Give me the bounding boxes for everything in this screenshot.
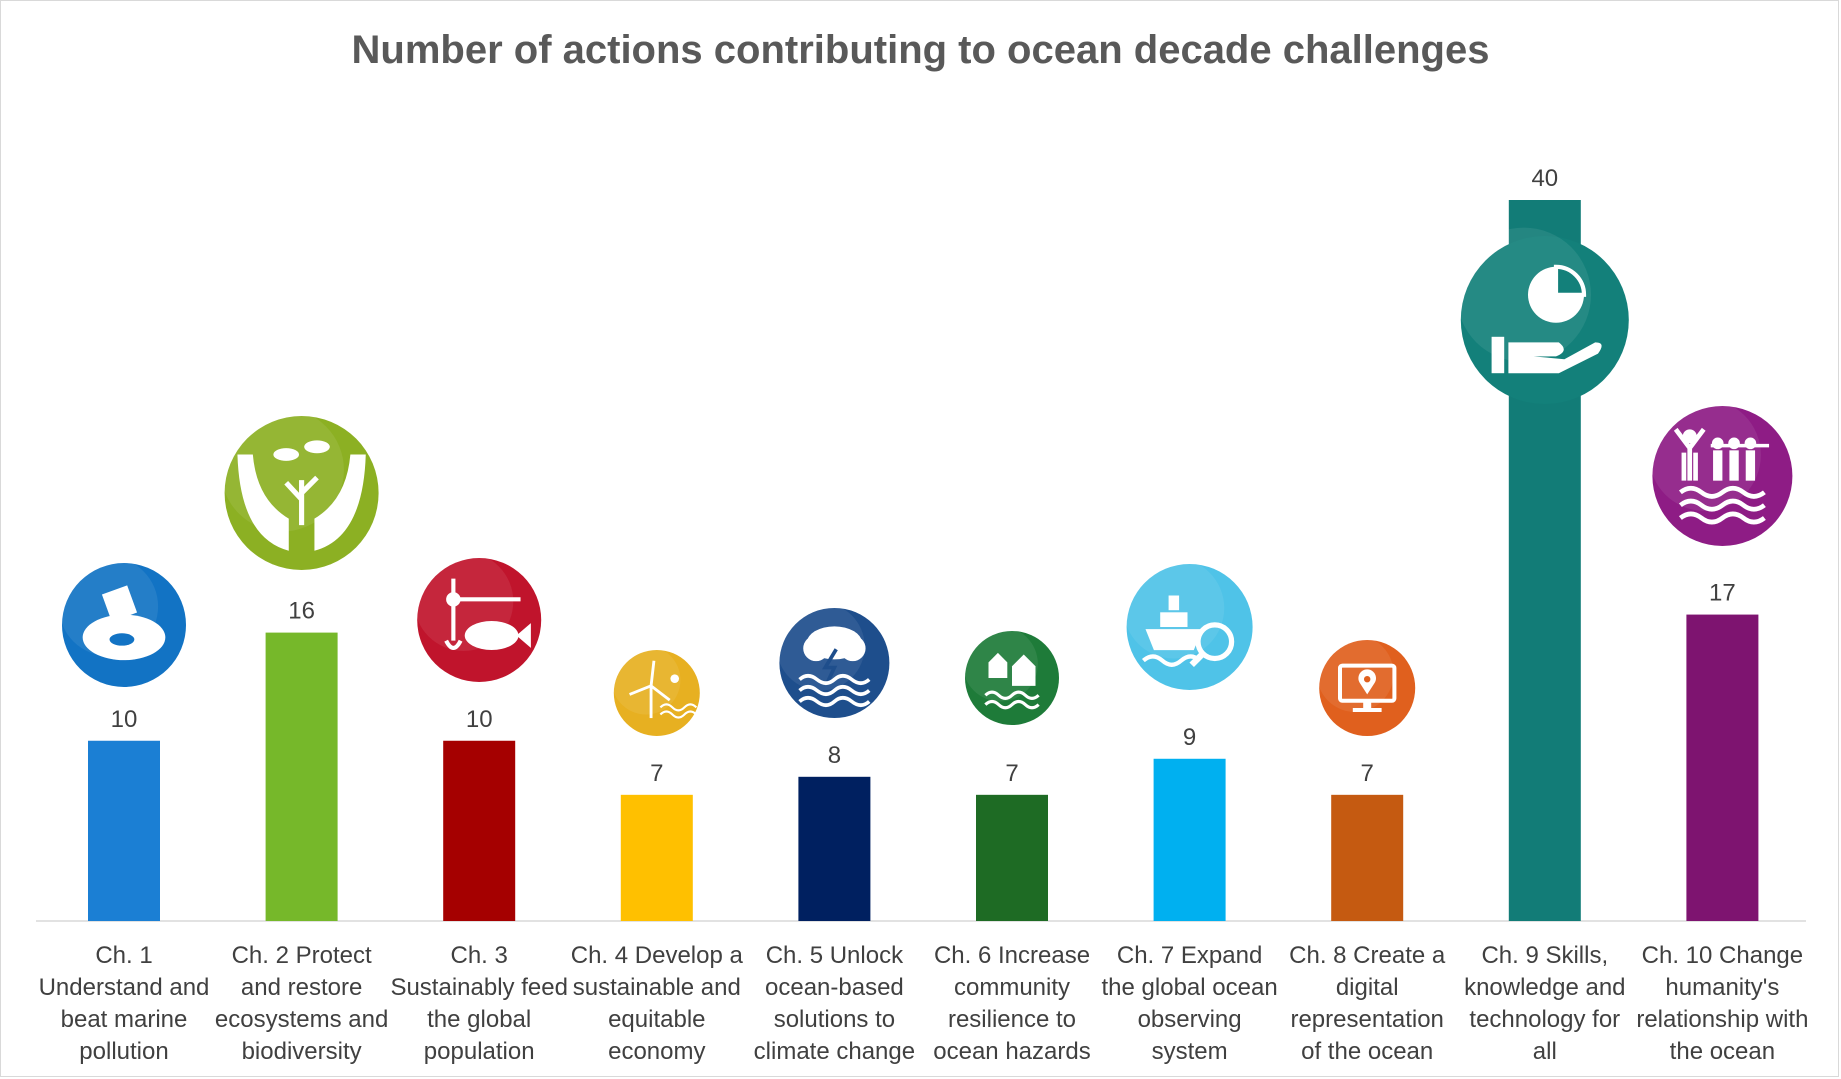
category-label-10: Ch. 10 Change humanity's relationship wi… xyxy=(1636,942,1809,1065)
value-label-3: 10 xyxy=(466,706,493,733)
category-label-8: Ch. 8 Create a digital representation of… xyxy=(1289,942,1446,1065)
bar-8 xyxy=(1331,794,1404,921)
value-label-9: 40 xyxy=(1531,165,1558,192)
hands-fish-coral-icon xyxy=(220,408,379,570)
value-label-6: 7 xyxy=(1005,760,1018,787)
value-label-7: 9 xyxy=(1183,724,1196,751)
wind-turbine-waves-icon xyxy=(611,645,700,736)
chart-title: Number of actions contributing to ocean … xyxy=(351,28,1490,72)
bar-5 xyxy=(798,776,871,921)
value-label-1: 10 xyxy=(111,706,138,733)
bar-7 xyxy=(1153,758,1226,921)
category-label-3: Ch. 3 Sustainably feed the global popula… xyxy=(390,942,568,1065)
value-label-2: 16 xyxy=(288,598,315,625)
icon-badge-highlight xyxy=(1316,635,1394,712)
category-label-9: Ch. 9 Skills, knowledge and technology f… xyxy=(1464,942,1626,1065)
people-waves-icon xyxy=(1648,399,1793,546)
value-label-8: 7 xyxy=(1361,760,1374,787)
icon-badge-circle xyxy=(779,608,890,718)
category-label-7: Ch. 7 Expand the global ocean observing … xyxy=(1101,942,1278,1065)
icon-badge-circle xyxy=(417,558,542,682)
icon-badge-highlight xyxy=(611,645,681,715)
fishing-rod-fish-icon xyxy=(414,551,542,682)
value-label-4: 7 xyxy=(650,760,663,787)
bar-4 xyxy=(620,794,693,921)
value-label-10: 17 xyxy=(1709,580,1736,607)
category-label-6: Ch. 6 Increase community resilience to o… xyxy=(933,942,1091,1065)
category-label-2: Ch. 2 Protect and restore ecosystems and… xyxy=(214,942,389,1065)
category-label-5: Ch. 5 Unlock ocean-based solutions to cl… xyxy=(753,942,916,1065)
monitor-location-pin-icon xyxy=(1316,635,1416,736)
pollution-pipe-icon xyxy=(58,556,186,687)
ship-magnifier-icon xyxy=(1123,557,1253,690)
bar-1 xyxy=(88,740,160,921)
houses-waves-icon xyxy=(962,626,1059,725)
bar-10 xyxy=(1686,614,1759,921)
storm-cloud-waves-icon xyxy=(776,602,890,718)
bar-3 xyxy=(443,740,516,921)
value-label-5: 8 xyxy=(828,742,841,769)
bar-2 xyxy=(265,632,338,921)
icon-badge-highlight xyxy=(1648,399,1761,511)
bar-6 xyxy=(976,794,1048,921)
hand-pie-chart-icon xyxy=(1456,227,1629,404)
icon-badge-circle xyxy=(613,650,700,736)
category-label-4: Ch. 4 Develop a sustainable and equitabl… xyxy=(570,942,743,1065)
category-label-1: Ch. 1 Understand and beat marine polluti… xyxy=(38,942,210,1065)
icon-badge-highlight xyxy=(1456,227,1592,362)
